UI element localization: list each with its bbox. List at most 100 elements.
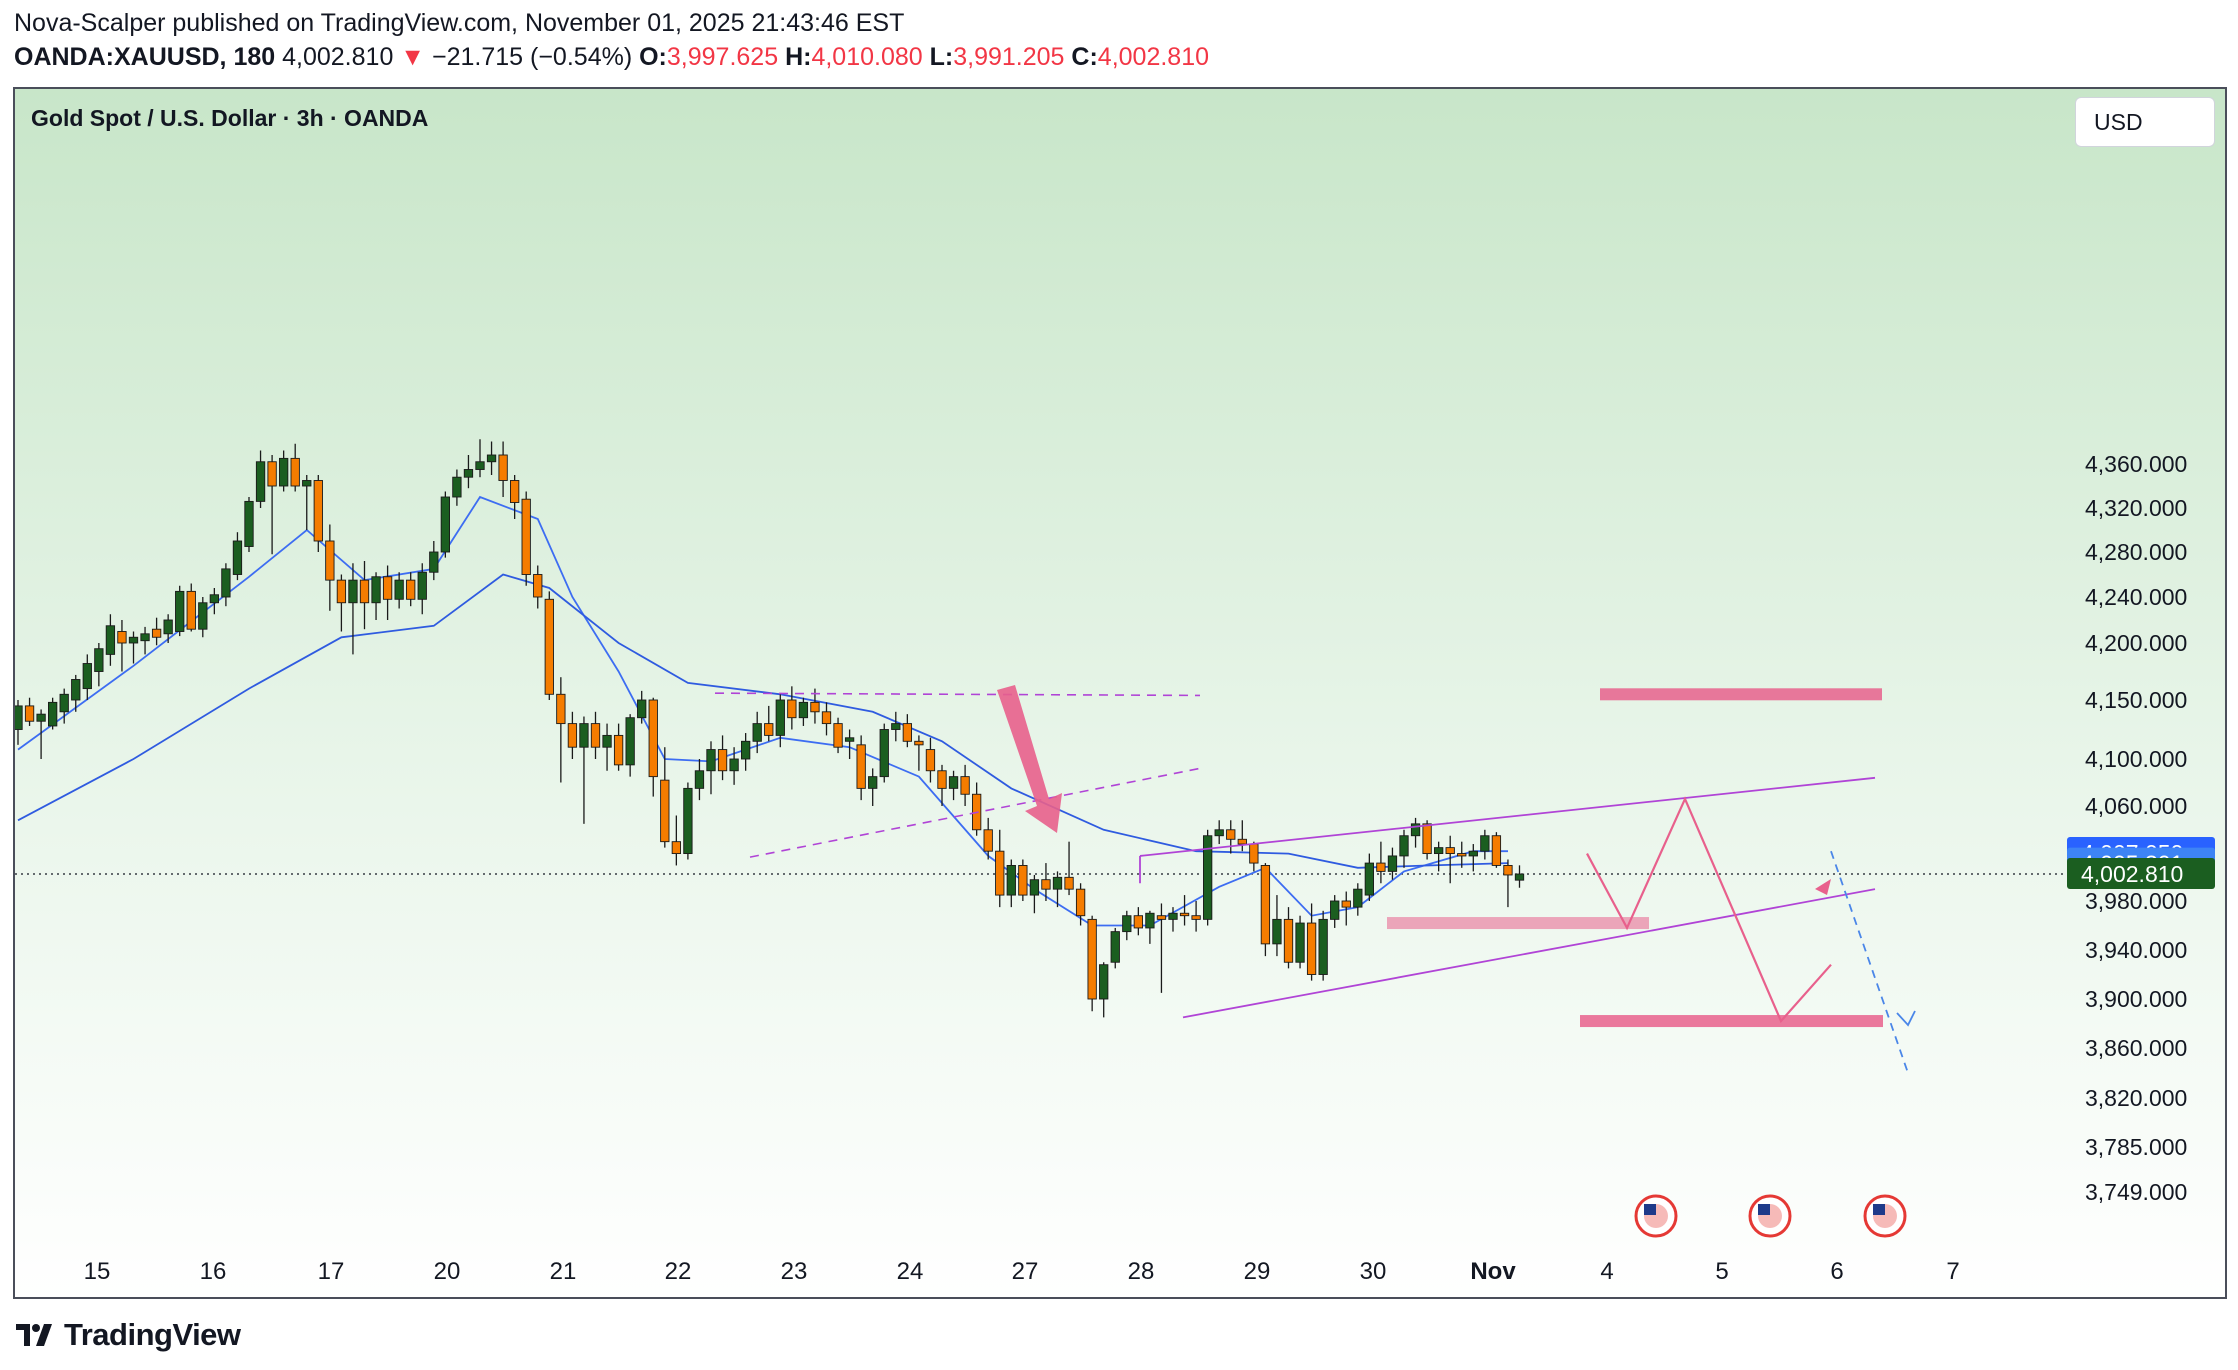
projection-arrowhead bbox=[1815, 879, 1831, 895]
candle bbox=[1306, 922, 1317, 975]
price-axis-label: 4,060.000 bbox=[2085, 793, 2187, 819]
candle bbox=[1156, 915, 1167, 920]
candle bbox=[995, 850, 1005, 896]
chart-title: Gold Spot / U.S. Dollar · 3h · OANDA bbox=[31, 105, 429, 131]
candle bbox=[891, 723, 901, 730]
candle bbox=[1399, 835, 1409, 857]
chart-panel[interactable]: 4,360.000 4,320.000 4,280.000 4,240.000 4,20… bbox=[13, 87, 2227, 1299]
candle bbox=[798, 701, 809, 719]
candle bbox=[24, 705, 35, 722]
down-arrow-icon bbox=[997, 685, 1062, 833]
candle bbox=[1018, 865, 1028, 896]
support-zone-low bbox=[1580, 1015, 1883, 1028]
candle bbox=[660, 779, 670, 843]
candle bbox=[244, 500, 254, 547]
candle bbox=[879, 729, 889, 778]
price-chart[interactable]: 4,360.000 4,320.000 4,280.000 4,240.000 4,20… bbox=[15, 89, 2227, 1299]
time-axis-label: 29 bbox=[1244, 1258, 1271, 1285]
candle bbox=[348, 579, 358, 604]
candle bbox=[105, 625, 116, 655]
support-zone-mid bbox=[1387, 917, 1649, 930]
candle bbox=[175, 590, 185, 632]
candle bbox=[279, 457, 289, 487]
close-value: 4,002.810 bbox=[1097, 43, 1210, 71]
price-axis-label: 4,360.000 bbox=[2085, 451, 2187, 477]
candle bbox=[706, 749, 716, 772]
candle bbox=[544, 598, 554, 695]
candle bbox=[925, 749, 936, 772]
candle bbox=[741, 740, 751, 760]
candle bbox=[1468, 850, 1478, 857]
price-axis-label: 4,100.000 bbox=[2085, 746, 2187, 772]
candle bbox=[810, 701, 820, 713]
candle bbox=[382, 576, 393, 600]
candle bbox=[336, 579, 347, 604]
candle bbox=[1387, 855, 1398, 872]
candle bbox=[486, 454, 497, 463]
time-axis-label: Nov bbox=[1470, 1258, 1516, 1285]
time-axis-label: 30 bbox=[1360, 1258, 1387, 1285]
candle bbox=[198, 602, 208, 630]
candle bbox=[302, 480, 312, 487]
us-flag-canton bbox=[1644, 1204, 1656, 1215]
trend-dashed-line bbox=[749, 767, 1201, 858]
tradingview-brand[interactable]: TradingView bbox=[64, 1317, 241, 1352]
candle bbox=[764, 723, 774, 736]
resistance-dashed-line bbox=[714, 692, 1201, 697]
price-axis-label: 3,860.000 bbox=[2085, 1035, 2187, 1061]
candle bbox=[637, 699, 647, 719]
candle bbox=[1480, 835, 1490, 852]
open-value: 3,997.625 bbox=[666, 43, 779, 71]
candle bbox=[417, 571, 427, 600]
candle bbox=[394, 579, 404, 600]
candle bbox=[844, 737, 855, 742]
candle bbox=[937, 770, 947, 789]
candle bbox=[1133, 915, 1144, 929]
candle bbox=[406, 579, 416, 600]
candle bbox=[602, 734, 612, 748]
candle bbox=[82, 663, 92, 690]
candle bbox=[868, 776, 878, 789]
candle bbox=[59, 693, 69, 713]
candle bbox=[1364, 862, 1375, 896]
symbol-label: OANDA:XAUUSD, 180 bbox=[14, 43, 276, 71]
candle bbox=[1064, 876, 1074, 890]
candle bbox=[117, 631, 127, 644]
candle bbox=[221, 568, 231, 598]
candle bbox=[371, 576, 381, 604]
candle bbox=[232, 540, 243, 575]
candle bbox=[1457, 853, 1467, 857]
candle bbox=[833, 723, 843, 748]
price-change: −21.715 (−0.54%) bbox=[432, 43, 633, 71]
high-value: 4,010.080 bbox=[811, 43, 923, 71]
candle bbox=[36, 713, 46, 722]
price-axis-label: 3,980.000 bbox=[2085, 888, 2187, 914]
candle bbox=[94, 648, 104, 672]
candle bbox=[914, 740, 924, 746]
candle bbox=[567, 723, 578, 748]
time-axis-label: 27 bbox=[1012, 1258, 1039, 1285]
candle bbox=[717, 749, 728, 772]
candle bbox=[1179, 912, 1190, 917]
candle bbox=[1191, 915, 1201, 920]
candle bbox=[1353, 888, 1363, 908]
candle bbox=[821, 711, 832, 725]
candle bbox=[648, 699, 658, 778]
currency-button[interactable]: USD bbox=[2075, 97, 2215, 147]
candle bbox=[590, 723, 601, 748]
candle bbox=[429, 551, 439, 573]
candle bbox=[533, 574, 543, 598]
candle bbox=[71, 679, 81, 701]
high-label: H: bbox=[785, 43, 812, 71]
candle bbox=[1041, 879, 1051, 890]
publication-header: Nova-Scalper published on TradingView.co… bbox=[14, 6, 1209, 76]
channel-lower-line bbox=[1182, 888, 1876, 1019]
tradingview-logo-icon[interactable] bbox=[14, 1320, 58, 1350]
footer: TradingView bbox=[14, 1315, 241, 1355]
candle bbox=[613, 734, 624, 766]
time-axis-label: 28 bbox=[1128, 1258, 1155, 1285]
triangle-down-icon: ▼ bbox=[400, 43, 426, 71]
candle bbox=[1514, 873, 1525, 881]
last-price-price-tag bbox=[2067, 858, 2215, 889]
candle bbox=[48, 701, 58, 727]
